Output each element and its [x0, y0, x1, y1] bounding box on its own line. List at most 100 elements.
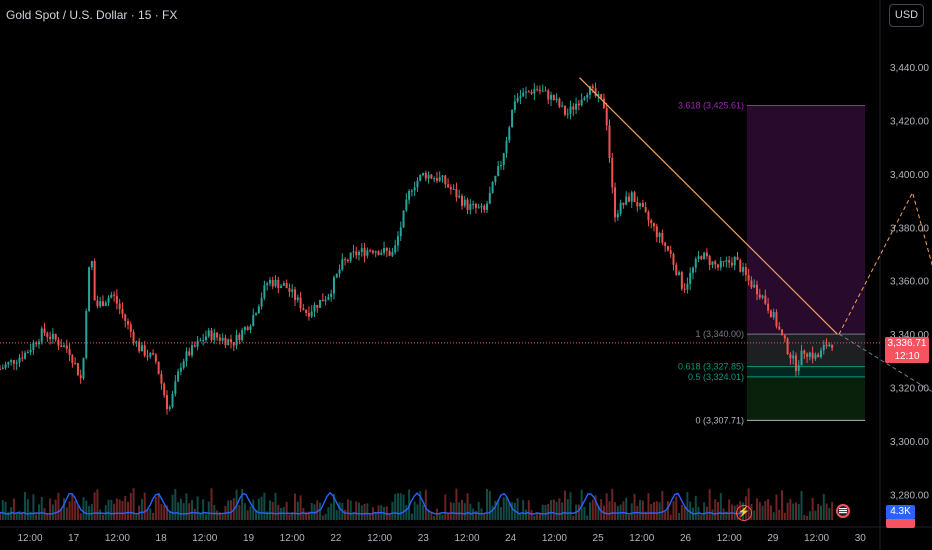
volume-bar	[249, 506, 252, 520]
volume-bar	[499, 507, 502, 520]
volume-bar	[544, 505, 547, 520]
volume-bar	[789, 498, 792, 520]
candle-body	[800, 350, 803, 366]
volume-bar	[455, 488, 458, 520]
candle-body	[708, 255, 711, 265]
candle-body	[614, 187, 617, 218]
volume-bar	[193, 508, 196, 520]
us-flag-icon[interactable]	[836, 504, 850, 518]
volume-bar	[63, 498, 66, 520]
candle-body	[363, 248, 366, 256]
candle-body	[747, 275, 750, 281]
volume-bar	[519, 513, 522, 520]
volume-bar	[641, 500, 644, 520]
volume-bar	[424, 489, 427, 520]
candle-body	[74, 363, 77, 365]
volume-bar	[563, 490, 566, 520]
candle-body	[483, 205, 486, 210]
candle-body	[622, 202, 625, 205]
volume-bar	[586, 515, 589, 520]
volume-bar	[260, 496, 263, 520]
candle-body	[101, 301, 104, 306]
volume-bar	[307, 511, 310, 520]
candle-body	[460, 195, 463, 206]
candle-body	[772, 312, 775, 318]
volume-bar	[686, 492, 689, 520]
candle-body	[371, 250, 374, 253]
candle-body	[327, 296, 330, 300]
candle-body	[341, 259, 344, 270]
volume-bar	[831, 501, 834, 520]
candle-body	[277, 279, 280, 289]
volume-bar	[321, 515, 324, 520]
volume-bar	[163, 505, 166, 520]
volume-bar	[438, 513, 441, 520]
candle-body	[655, 226, 658, 237]
candle-body	[51, 333, 54, 339]
volume-bar	[644, 511, 647, 520]
volume-bar	[761, 505, 764, 520]
candle-body	[285, 283, 288, 289]
candle-body	[755, 284, 758, 295]
x-tick-label: 30	[855, 533, 867, 544]
candle-body	[494, 175, 497, 183]
volume-bar	[675, 496, 678, 520]
volume-bar	[672, 500, 675, 520]
volume-bar	[124, 496, 127, 520]
y-tick-label: 3,280.00	[890, 490, 929, 501]
volume-bar	[391, 501, 394, 520]
volume-bar	[430, 512, 433, 520]
candle-body	[422, 172, 425, 176]
candle-body	[463, 199, 466, 206]
volume-bar	[469, 503, 472, 520]
candle-body	[616, 213, 619, 218]
candle-body	[316, 304, 319, 308]
volume-bar	[93, 492, 96, 520]
countdown-timer: 12:10	[894, 351, 920, 362]
currency-button[interactable]: USD	[889, 4, 924, 27]
candle-body	[305, 309, 308, 313]
candle-body	[388, 250, 391, 256]
volume-bar	[458, 502, 461, 520]
candle-body	[789, 354, 792, 359]
candle-body	[806, 353, 809, 357]
candle-body	[179, 367, 182, 372]
volume-bar	[589, 502, 592, 520]
candle-body	[455, 188, 458, 198]
candle-body	[650, 220, 653, 224]
candle-body	[497, 166, 500, 176]
volume-bar	[24, 492, 27, 520]
volume-bar	[708, 489, 711, 520]
x-tick-label: 12:00	[105, 533, 130, 544]
volume-bar	[722, 508, 725, 520]
lightning-icon[interactable]: ⚡	[736, 505, 752, 521]
candle-body	[447, 184, 450, 188]
candle-body	[555, 98, 558, 101]
candle-body	[714, 261, 717, 265]
x-tick-label: 12:00	[717, 533, 742, 544]
candle-body	[21, 357, 24, 359]
volume-bar	[483, 512, 486, 520]
volume-bar	[728, 499, 731, 520]
candle-body	[377, 251, 380, 255]
candle-body	[227, 339, 230, 345]
volume-bar	[569, 492, 572, 520]
volume-bar	[366, 503, 369, 520]
volume-bar	[185, 493, 188, 520]
candle-body	[263, 285, 266, 298]
volume-bar	[291, 511, 294, 520]
candle-body	[675, 264, 678, 275]
volume-bar	[747, 488, 750, 520]
candle-body	[558, 98, 561, 107]
volume-bar	[152, 513, 155, 520]
candle-body	[697, 256, 700, 260]
volume-bar	[814, 510, 817, 520]
candle-body	[330, 293, 333, 297]
candle-body	[424, 172, 427, 179]
candle-body	[689, 272, 692, 284]
volume-bar	[207, 501, 210, 520]
volume-bar	[786, 502, 789, 520]
volume-bar	[819, 505, 822, 520]
candle-body	[602, 98, 605, 109]
